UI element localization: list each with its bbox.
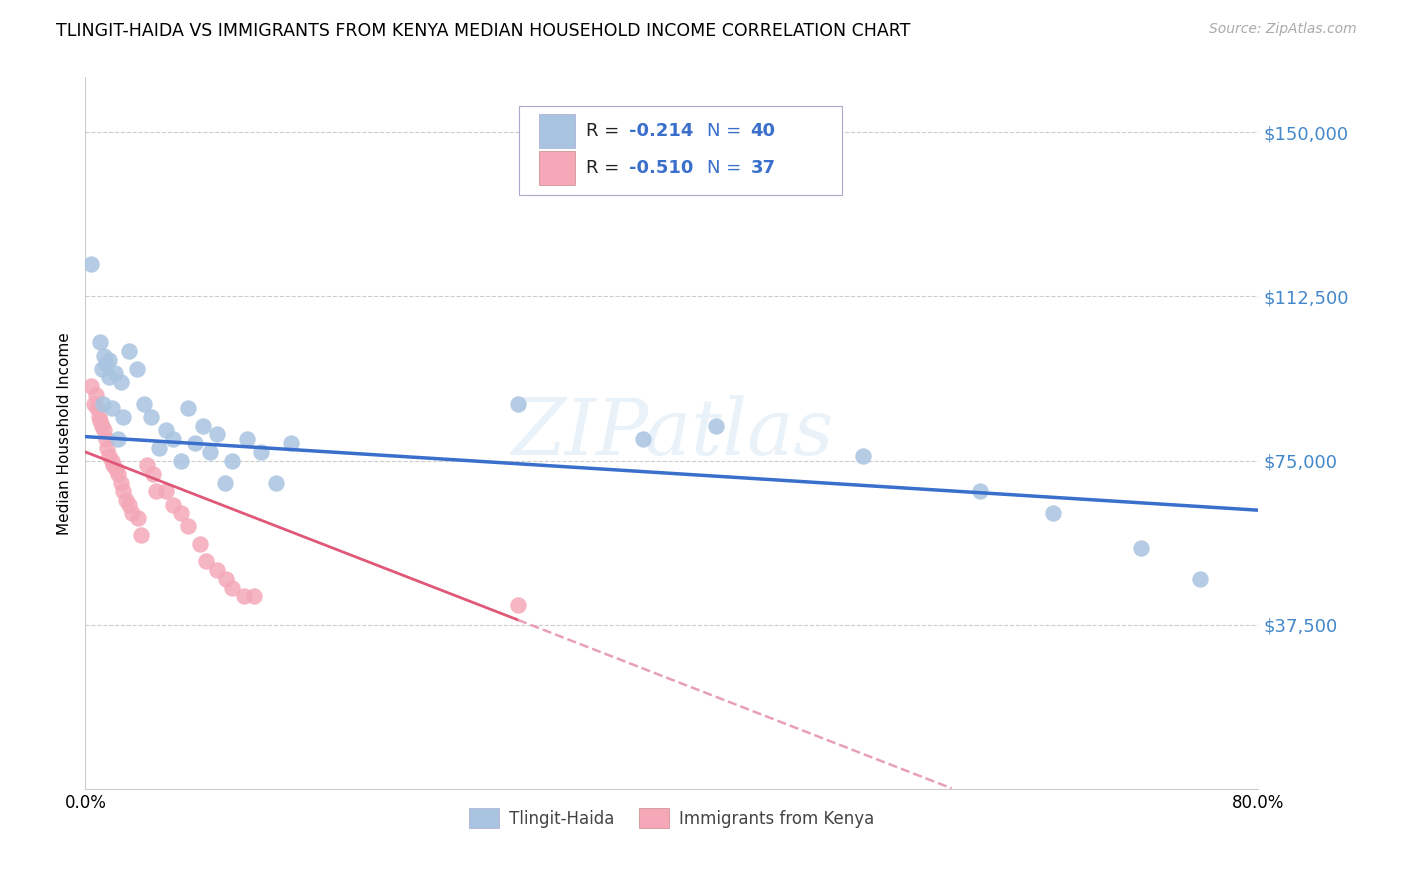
Point (103, 458, 125, 472)
Text: R =: R = (586, 159, 626, 177)
Legend: Tlingit-Haida, Immigrants from Kenya: Tlingit-Haida, Immigrants from Kenya (463, 802, 882, 834)
Text: N =: N = (707, 122, 747, 140)
Point (112, 409, 135, 424)
Point (80, 257, 103, 271)
Text: TLINGIT-HAIDA VS IMMIGRANTS FROM KENYA MEDIAN HOUSEHOLD INCOME CORRELATION CHART: TLINGIT-HAIDA VS IMMIGRANTS FROM KENYA M… (56, 22, 911, 40)
Point (97, 370, 120, 384)
Point (506, 397, 529, 411)
Point (280, 436, 302, 450)
Point (188, 537, 211, 551)
Point (80, 379, 103, 393)
Point (184, 436, 207, 450)
Text: -0.510: -0.510 (628, 159, 693, 177)
Point (177, 519, 200, 533)
Point (145, 484, 167, 499)
Bar (540, 114, 575, 148)
Point (100, 453, 122, 467)
Point (132, 397, 155, 411)
Point (198, 445, 221, 459)
Point (704, 418, 727, 433)
Point (112, 484, 135, 499)
Point (93, 349, 115, 363)
Point (96, 441, 118, 455)
Point (191, 418, 214, 433)
Point (155, 423, 177, 437)
Point (110, 475, 132, 490)
Point (125, 361, 148, 376)
Point (215, 572, 238, 586)
Point (170, 453, 193, 467)
Point (207, 427, 229, 442)
Point (104, 366, 127, 380)
Point (100, 401, 122, 416)
Point (194, 554, 217, 568)
Point (91, 397, 114, 411)
Point (94, 357, 117, 371)
Point (631, 432, 654, 446)
Point (142, 467, 165, 481)
Point (506, 599, 529, 613)
Point (90, 361, 112, 376)
Point (162, 432, 184, 446)
Text: 37: 37 (751, 159, 776, 177)
Point (170, 506, 193, 520)
Point (94, 432, 117, 446)
Point (86, 401, 108, 416)
Point (148, 441, 170, 455)
Point (235, 432, 257, 446)
Point (105, 462, 128, 476)
Point (155, 484, 177, 499)
Point (107, 432, 129, 446)
Point (232, 590, 254, 604)
Point (97, 450, 120, 464)
Point (127, 510, 149, 524)
Point (1130, 541, 1153, 556)
Point (110, 375, 132, 389)
Text: R =: R = (586, 122, 626, 140)
Text: 40: 40 (751, 122, 776, 140)
Text: N =: N = (707, 159, 747, 177)
Point (118, 498, 141, 512)
Text: Source: ZipAtlas.com: Source: ZipAtlas.com (1209, 22, 1357, 37)
Point (969, 484, 991, 499)
Point (107, 467, 129, 481)
Text: ZIPatlas: ZIPatlas (510, 395, 834, 472)
Point (264, 475, 287, 490)
FancyBboxPatch shape (519, 106, 842, 194)
Point (243, 590, 266, 604)
Point (162, 498, 184, 512)
Y-axis label: Median Household Income: Median Household Income (58, 332, 72, 534)
Point (250, 445, 273, 459)
Point (177, 401, 200, 416)
Point (89, 335, 111, 350)
Point (221, 453, 243, 467)
Point (851, 450, 873, 464)
Text: -0.214: -0.214 (628, 122, 693, 140)
Point (87, 409, 110, 424)
Point (97, 353, 120, 368)
Point (141, 409, 163, 424)
Point (221, 581, 243, 595)
Point (1188, 572, 1211, 586)
Point (83, 397, 105, 411)
Bar (540, 151, 575, 185)
Point (93, 423, 115, 437)
Point (118, 344, 141, 359)
Point (207, 563, 229, 577)
Point (214, 475, 236, 490)
Point (115, 493, 138, 508)
Point (121, 506, 143, 520)
Point (1042, 506, 1064, 520)
Point (90, 418, 112, 433)
Point (89, 414, 111, 428)
Point (84, 388, 107, 402)
Point (129, 528, 152, 542)
Point (136, 458, 159, 472)
